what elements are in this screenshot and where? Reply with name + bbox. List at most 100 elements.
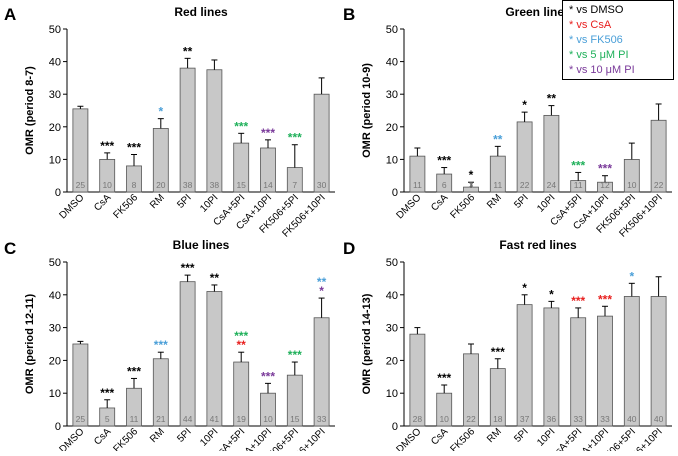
y-tick-label: 10 <box>386 388 398 400</box>
n-label: 14 <box>263 180 273 190</box>
significance-legend: * vs DMSO * vs CsA * vs FK506 * vs 5 μM … <box>562 0 674 80</box>
x-tick-label: RM <box>148 192 167 211</box>
significance-mark: *** <box>598 292 612 306</box>
significance-mark: *** <box>571 158 585 172</box>
x-tick-label: 5PI <box>512 192 530 210</box>
x-tick-label: DMSO <box>395 426 424 451</box>
x-tick-label: 5PI <box>175 426 193 444</box>
significance-mark: *** <box>181 261 195 275</box>
legend-item-fk506: * vs FK506 <box>569 34 623 46</box>
y-tick-label: 50 <box>386 24 398 36</box>
y-tick-label: 30 <box>386 323 398 335</box>
significance-mark: * <box>549 287 554 301</box>
legend-item-10pi: * vs 10 μM PI <box>569 64 635 76</box>
x-tick-label: CsA+5PI <box>211 426 247 451</box>
n-label: 28 <box>413 414 423 424</box>
n-label: 12 <box>600 180 610 190</box>
n-label: 7 <box>292 180 297 190</box>
significance-mark: ** <box>317 275 327 289</box>
significance-mark: *** <box>100 386 114 400</box>
n-label: 11 <box>413 180 422 190</box>
x-tick-label: CsA <box>429 426 450 447</box>
y-tick-label: 10 <box>49 154 61 166</box>
significance-mark: *** <box>437 154 451 168</box>
n-label: 25 <box>76 414 86 424</box>
significance-mark: *** <box>288 348 302 362</box>
significance-mark: *** <box>437 371 451 385</box>
bar <box>179 281 196 427</box>
panel-letter: A <box>4 5 16 24</box>
significance-mark: *** <box>127 141 141 155</box>
panel-c: C Blue lines OMR (period 12-11) 0 10 20 30 40 50… <box>4 238 335 456</box>
y-tick-label: 30 <box>49 323 61 335</box>
n-label: 21 <box>156 414 166 424</box>
significance-mark: * <box>319 284 324 298</box>
significance-mark: *** <box>100 139 114 153</box>
n-label: 33 <box>573 414 583 424</box>
n-label: 33 <box>600 414 610 424</box>
bar <box>543 307 560 427</box>
x-tick-label: FK506 <box>449 192 478 221</box>
y-tick-label: 40 <box>386 57 398 69</box>
n-label: 11 <box>493 180 502 190</box>
x-tick-label: 10PI <box>535 192 557 214</box>
panel-letter: C <box>4 239 16 258</box>
chart-title: Green lines <box>505 5 571 19</box>
bar <box>409 333 426 427</box>
n-label: 15 <box>290 414 300 424</box>
n-label: 10 <box>439 414 449 424</box>
significance-mark: *** <box>598 162 612 176</box>
significance-mark: ** <box>183 44 193 58</box>
y-tick-label: 50 <box>386 257 398 269</box>
bar <box>179 67 196 193</box>
y-tick-label: 20 <box>49 355 61 367</box>
x-tick-label: FK506 <box>112 426 141 451</box>
n-label: 10 <box>627 180 637 190</box>
x-tick-label: DMSO <box>58 426 87 451</box>
x-tick-label: 10PI <box>198 192 220 214</box>
x-tick-label: DMSO <box>395 192 424 221</box>
x-tick-label: CsA+5PI <box>548 426 584 451</box>
y-tick-label: 40 <box>386 290 398 302</box>
n-label: 10 <box>102 180 112 190</box>
bar <box>313 93 330 193</box>
n-label: 10 <box>263 414 273 424</box>
x-tick-label: 10PI <box>198 426 220 448</box>
y-tick-label: 10 <box>386 154 398 166</box>
x-tick-label: RM <box>485 192 504 211</box>
x-tick-label: CsA <box>429 192 450 213</box>
y-tick-label: 10 <box>49 388 61 400</box>
bar <box>516 304 533 427</box>
y-tick-label: 20 <box>386 355 398 367</box>
n-label: 40 <box>627 414 637 424</box>
significance-mark: ** <box>210 271 220 285</box>
x-tick-label: DMSO <box>58 192 87 221</box>
legend-item-dmso: * vs DMSO <box>569 4 624 16</box>
x-tick-label: 10PI <box>535 426 557 448</box>
bar <box>206 291 223 427</box>
panel-d: D Fast red lines OMR (period 14-13) 0 10 20 30… <box>343 238 672 456</box>
n-label: 36 <box>547 414 557 424</box>
n-label: 24 <box>547 180 557 190</box>
bar <box>313 317 330 427</box>
significance-mark: *** <box>154 338 168 352</box>
legend-item-csa: * vs CsA <box>569 19 612 31</box>
significance-mark: ** <box>547 92 557 106</box>
n-label: 22 <box>654 180 664 190</box>
n-label: 15 <box>236 180 246 190</box>
n-label: 8 <box>132 180 137 190</box>
n-label: 18 <box>493 414 503 424</box>
n-label: 6 <box>442 180 447 190</box>
panel-letter: D <box>343 239 355 258</box>
significance-mark: *** <box>491 345 505 359</box>
y-axis-label: OMR (period 12-11) <box>24 294 36 395</box>
n-label: 19 <box>236 414 246 424</box>
n-label: 11 <box>574 180 583 190</box>
n-label: 11 <box>130 414 139 424</box>
y-tick-label: 20 <box>49 122 61 134</box>
n-label: 44 <box>183 414 193 424</box>
n-label: 40 <box>654 414 664 424</box>
bar <box>570 317 587 427</box>
n-label: 37 <box>520 414 530 424</box>
